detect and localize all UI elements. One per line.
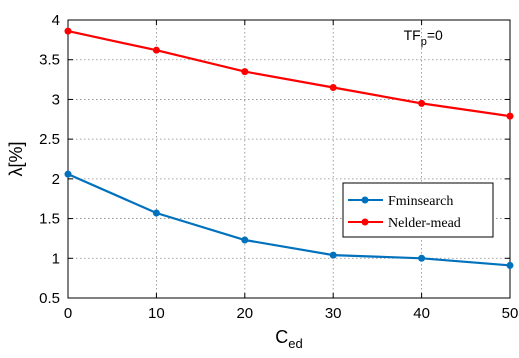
- series-line-0: [67, 173, 511, 267]
- data-point: [329, 84, 337, 92]
- y-tick-label: 1: [52, 250, 60, 267]
- data-point: [64, 27, 72, 35]
- data-point: [64, 170, 72, 178]
- y-tick-label: 4: [52, 12, 60, 29]
- x-axis-label: Ced: [275, 327, 302, 351]
- legend-label-fminsearch: Fminsearch: [388, 194, 453, 209]
- data-point: [506, 261, 514, 269]
- legend-marker-fminsearch: [361, 196, 369, 204]
- data-point: [152, 46, 160, 54]
- series-line-1: [67, 30, 511, 118]
- data-point: [241, 236, 249, 244]
- axis-ticks: 0 10 20 30 40 50 0.5 1 1.5 2 2.5 3 3.5 4: [39, 12, 518, 322]
- data-point: [241, 68, 249, 76]
- y-tick-label: 3: [52, 91, 60, 108]
- data-point: [329, 251, 337, 259]
- series-layer: [64, 27, 514, 269]
- annotation-main: TF: [404, 27, 421, 43]
- y-tick-label: 0.5: [39, 290, 60, 307]
- legend-marker-nelder-mead: [361, 218, 369, 226]
- data-point: [152, 209, 160, 217]
- annotation-rest: =0: [427, 27, 443, 43]
- x-tick-label: 10: [148, 305, 165, 322]
- x-tick-label: 30: [325, 305, 342, 322]
- annotation-sub: p: [421, 36, 427, 48]
- legend-label-nelder-mead: Nelder-mead: [388, 216, 461, 231]
- y-axis-label: λ[%]: [6, 141, 26, 176]
- legend: Fminsearch Nelder-mead: [342, 182, 494, 238]
- plot-frame: [67, 19, 511, 299]
- y-tick-label: 1.5: [39, 211, 60, 228]
- x-tick-label: 40: [413, 305, 430, 322]
- x-tick-label: 20: [236, 305, 253, 322]
- x-axis-label-main: C: [275, 327, 288, 347]
- y-tick-label: 2.5: [39, 131, 60, 148]
- data-point: [418, 254, 426, 262]
- x-tick-label: 0: [64, 305, 72, 322]
- y-tick-label: 3.5: [39, 52, 60, 69]
- data-point: [506, 112, 514, 120]
- data-point: [418, 99, 426, 107]
- annotation-text: TFp=0: [404, 27, 443, 48]
- y-tick-label: 2: [52, 171, 60, 188]
- x-axis-label-sub: ed: [288, 336, 302, 351]
- legend-box: [342, 182, 494, 238]
- x-tick-label: 50: [502, 305, 519, 322]
